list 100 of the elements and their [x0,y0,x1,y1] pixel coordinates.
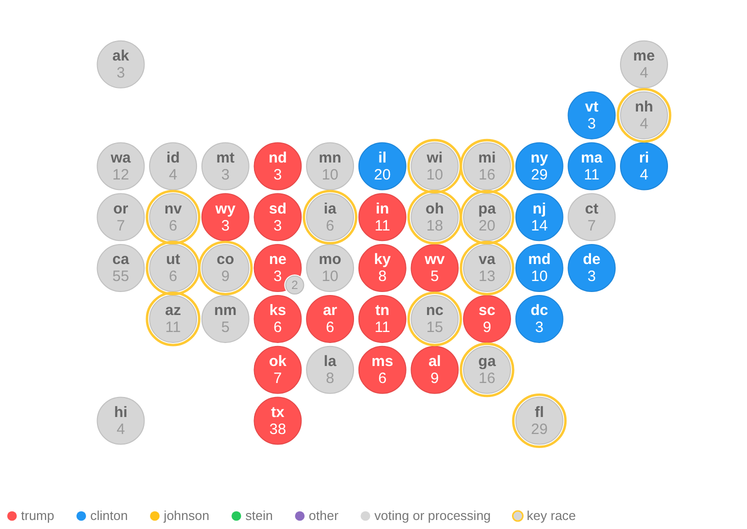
category-label: sc [478,302,496,320]
category-label: ne [268,251,286,268]
legend-label: johnson [162,508,210,524]
category-label: dc [530,302,548,320]
data-label: 10 [322,268,338,286]
data-label: 8 [378,268,387,286]
data-label: 4 [640,64,648,82]
data-label: 3 [116,64,125,82]
text: 2 [291,278,298,292]
category-label: wv [424,251,446,268]
data-label: 15 [426,319,444,336]
data-label: 18 [426,217,444,234]
data-label: 9 [482,319,492,336]
data-label: 20 [374,166,391,184]
legend-label: other [308,508,340,524]
data-label: 3 [588,268,596,286]
data-label: 4 [640,115,648,132]
category-label: az [165,302,181,320]
category-label: me [633,48,655,65]
category-label: hi [114,404,128,421]
data-label: 3 [274,268,282,286]
data-label: 9 [430,370,439,387]
category-label: ky [374,251,392,268]
legend-label: key race [526,508,576,524]
data-label: 55 [112,268,130,286]
data-label: 4 [640,166,648,184]
category-label: ak [112,48,130,65]
category-label: fl [534,404,544,421]
category-label: ct [585,200,598,218]
category-label: tx [271,404,286,421]
category-label: ks [269,302,286,320]
category-label: mn [318,149,342,166]
data-label: 6 [274,319,282,336]
data-label: 3 [221,217,230,234]
category-label: ma [580,149,604,166]
data-label: 29 [531,166,548,184]
data-label: 29 [531,420,548,438]
data-label: 5 [430,268,439,286]
category-label: nm [214,302,237,320]
category-label: oh [426,200,444,218]
data-label: 20 [478,217,496,234]
data-label: 4 [168,166,178,184]
legend-label: trump [21,508,54,524]
data-label: 6 [168,268,178,286]
category-label: ri [639,149,650,166]
data-label: 13 [478,268,496,286]
data-label: 14 [531,217,548,234]
category-label: pa [478,200,496,218]
data-label: 7 [274,370,282,387]
category-label: la [324,352,337,370]
data-label: 11 [165,319,181,336]
data-label: 4 [116,420,125,438]
category-label: ut [166,251,180,268]
category-label: co [216,251,234,268]
category-label: vt [585,98,598,116]
category-label: md [528,251,551,268]
category-label: sd [268,200,286,218]
category-label: tn [375,302,390,320]
data-label: 7 [116,217,125,234]
category-label: ia [324,200,337,218]
data-label: 10 [531,268,548,286]
data-label: 11 [584,166,600,184]
data-label: 9 [221,268,230,286]
data-label: 12 [112,166,130,184]
category-label: nv [164,200,182,218]
category-label: mo [318,251,342,268]
data-label: 38 [269,420,286,438]
data-label: 16 [478,370,496,387]
category-label: nc [426,302,444,320]
data-label: 6 [378,370,387,387]
category-label: il [378,149,387,166]
category-label: mi [478,149,496,166]
category-label: ny [530,149,549,166]
category-label: al [428,352,441,370]
category-label: ca [112,251,130,268]
data-label: 3 [274,166,282,184]
category-label: wa [110,149,132,166]
data-label: 5 [221,319,230,336]
data-label: 3 [588,115,596,132]
category-label: nd [268,149,287,166]
category-label: wi [426,149,443,166]
data-label: 6 [168,217,178,234]
category-label: in [376,200,390,218]
data-label: 11 [374,319,390,336]
category-label: nj [532,200,546,218]
data-label: 6 [326,217,334,234]
legend-label: voting or processing [374,508,491,524]
category-label: or [113,200,128,218]
data-label: 3 [535,319,544,336]
category-label: ar [322,302,338,320]
category-label: ms [372,352,394,370]
category-label: nh [634,98,654,116]
category-label: wy [214,200,236,218]
category-label: va [478,251,496,268]
data-label: 10 [426,166,444,184]
data-label: 7 [588,217,596,234]
category-label: ok [268,352,288,370]
category-label: de [582,251,600,268]
data-label: 6 [326,319,334,336]
category-label: ga [478,352,496,370]
